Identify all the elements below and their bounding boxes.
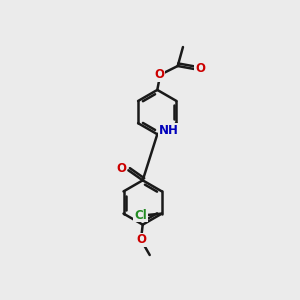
Text: Cl: Cl xyxy=(134,208,147,221)
Text: O: O xyxy=(117,162,127,175)
Text: NH: NH xyxy=(159,124,179,137)
Text: O: O xyxy=(154,68,164,81)
Text: O: O xyxy=(136,233,146,246)
Text: O: O xyxy=(195,61,205,74)
